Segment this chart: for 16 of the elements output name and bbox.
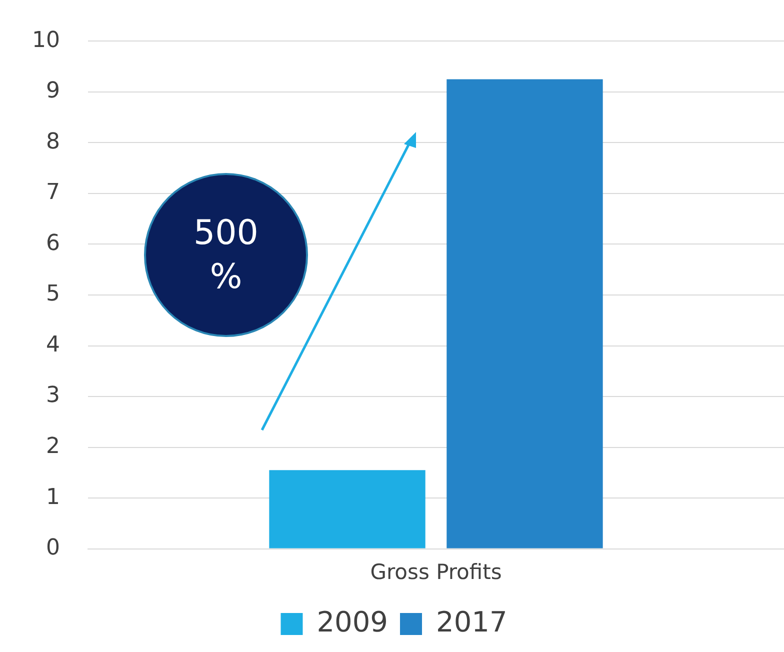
circle-badge: 500 % [144, 173, 308, 337]
y-tick-label: 7 [46, 180, 60, 206]
legend-label: 2009 [316, 605, 388, 638]
x-tick-label: Gross Profits [370, 560, 502, 584]
y-tick-label: 5 [46, 282, 60, 307]
legend-label: 2017 [436, 605, 508, 638]
y-tick-label: 1 [46, 484, 60, 510]
y-tick-label: 3 [46, 383, 60, 408]
y-tick-label: 2 [46, 434, 60, 459]
y-tick-label: 4 [46, 332, 60, 358]
annotation: 500 % [192, 212, 260, 299]
y-tick-label: 6 [46, 230, 60, 256]
y-tick-label: 0 [46, 536, 60, 561]
y-tick-label: 8 [46, 129, 60, 154]
y-tick-label: 9 [46, 78, 60, 104]
y-tick-label: 10 [32, 28, 60, 53]
